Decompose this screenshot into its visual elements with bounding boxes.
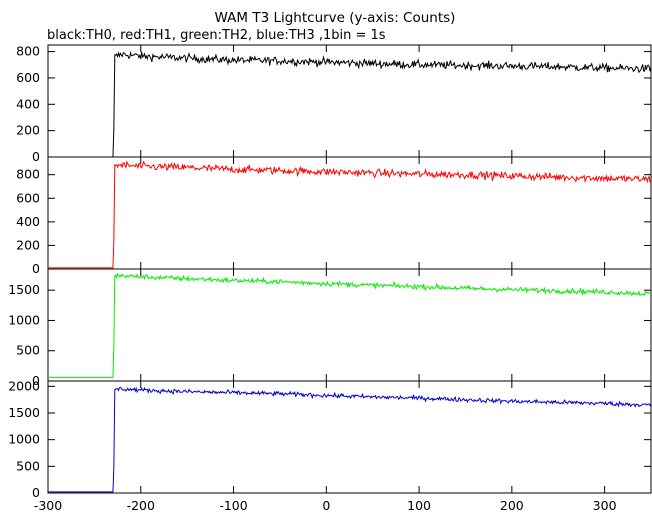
y-tick-label: 2000	[8, 378, 40, 393]
x-tick-label: 0	[322, 498, 330, 513]
y-tick-label: 1500	[8, 282, 40, 297]
y-tick-label: 200	[16, 237, 40, 252]
series-line-th2	[48, 272, 652, 378]
y-tick-label: 500	[16, 458, 40, 473]
panel-frame	[47, 44, 652, 158]
chart-subtitle: black:TH0, red:TH1, green:TH2, blue:TH3 …	[47, 28, 386, 43]
y-tick-label: 1000	[8, 432, 40, 447]
y-tick-label: 1500	[8, 405, 40, 420]
y-tick-label: 600	[16, 70, 40, 85]
panel-th0: 0 200 400 600 800	[16, 44, 652, 164]
chart-panels: 0 200 400 600 800 0 200 400 600 800 0 500 1000 1500 0 5…	[8, 44, 652, 500]
x-tick-label: -300	[34, 498, 62, 513]
y-tick-label: 0	[32, 485, 40, 500]
y-tick-label: 600	[16, 190, 40, 205]
series-line-th0	[48, 50, 652, 158]
x-tick-label: -100	[219, 498, 247, 513]
chart-title: WAM T3 Lightcurve (y-axis: Counts)	[215, 10, 456, 26]
y-tick-label: 800	[16, 44, 40, 59]
series-line-th3	[48, 386, 652, 493]
y-tick-label: 400	[16, 96, 40, 111]
x-axis: -300 -200 -100 0 100 200 300	[34, 498, 617, 513]
y-tick-label: 200	[16, 123, 40, 138]
y-tick-label: 400	[16, 214, 40, 229]
panel-frame	[47, 380, 652, 494]
y-tick-label: 0	[32, 373, 40, 388]
y-tick-label: 0	[32, 149, 40, 164]
panel-th1: 0 200 400 600 800	[16, 156, 652, 276]
x-tick-label: 300	[593, 498, 617, 513]
panel-th2: 0 500 1000 1500	[8, 268, 652, 388]
y-tick-label: 500	[16, 343, 40, 358]
x-tick-label: -200	[127, 498, 155, 513]
series-line-th1	[48, 160, 652, 269]
panel-th3: 0 500 1000 1500 2000	[8, 378, 652, 500]
y-tick-label: 1000	[8, 312, 40, 327]
y-tick-label: 800	[16, 167, 40, 182]
panel-frame	[47, 156, 652, 270]
y-tick-label: 0	[32, 261, 40, 276]
x-tick-label: 200	[500, 498, 524, 513]
x-tick-label: 100	[407, 498, 431, 513]
